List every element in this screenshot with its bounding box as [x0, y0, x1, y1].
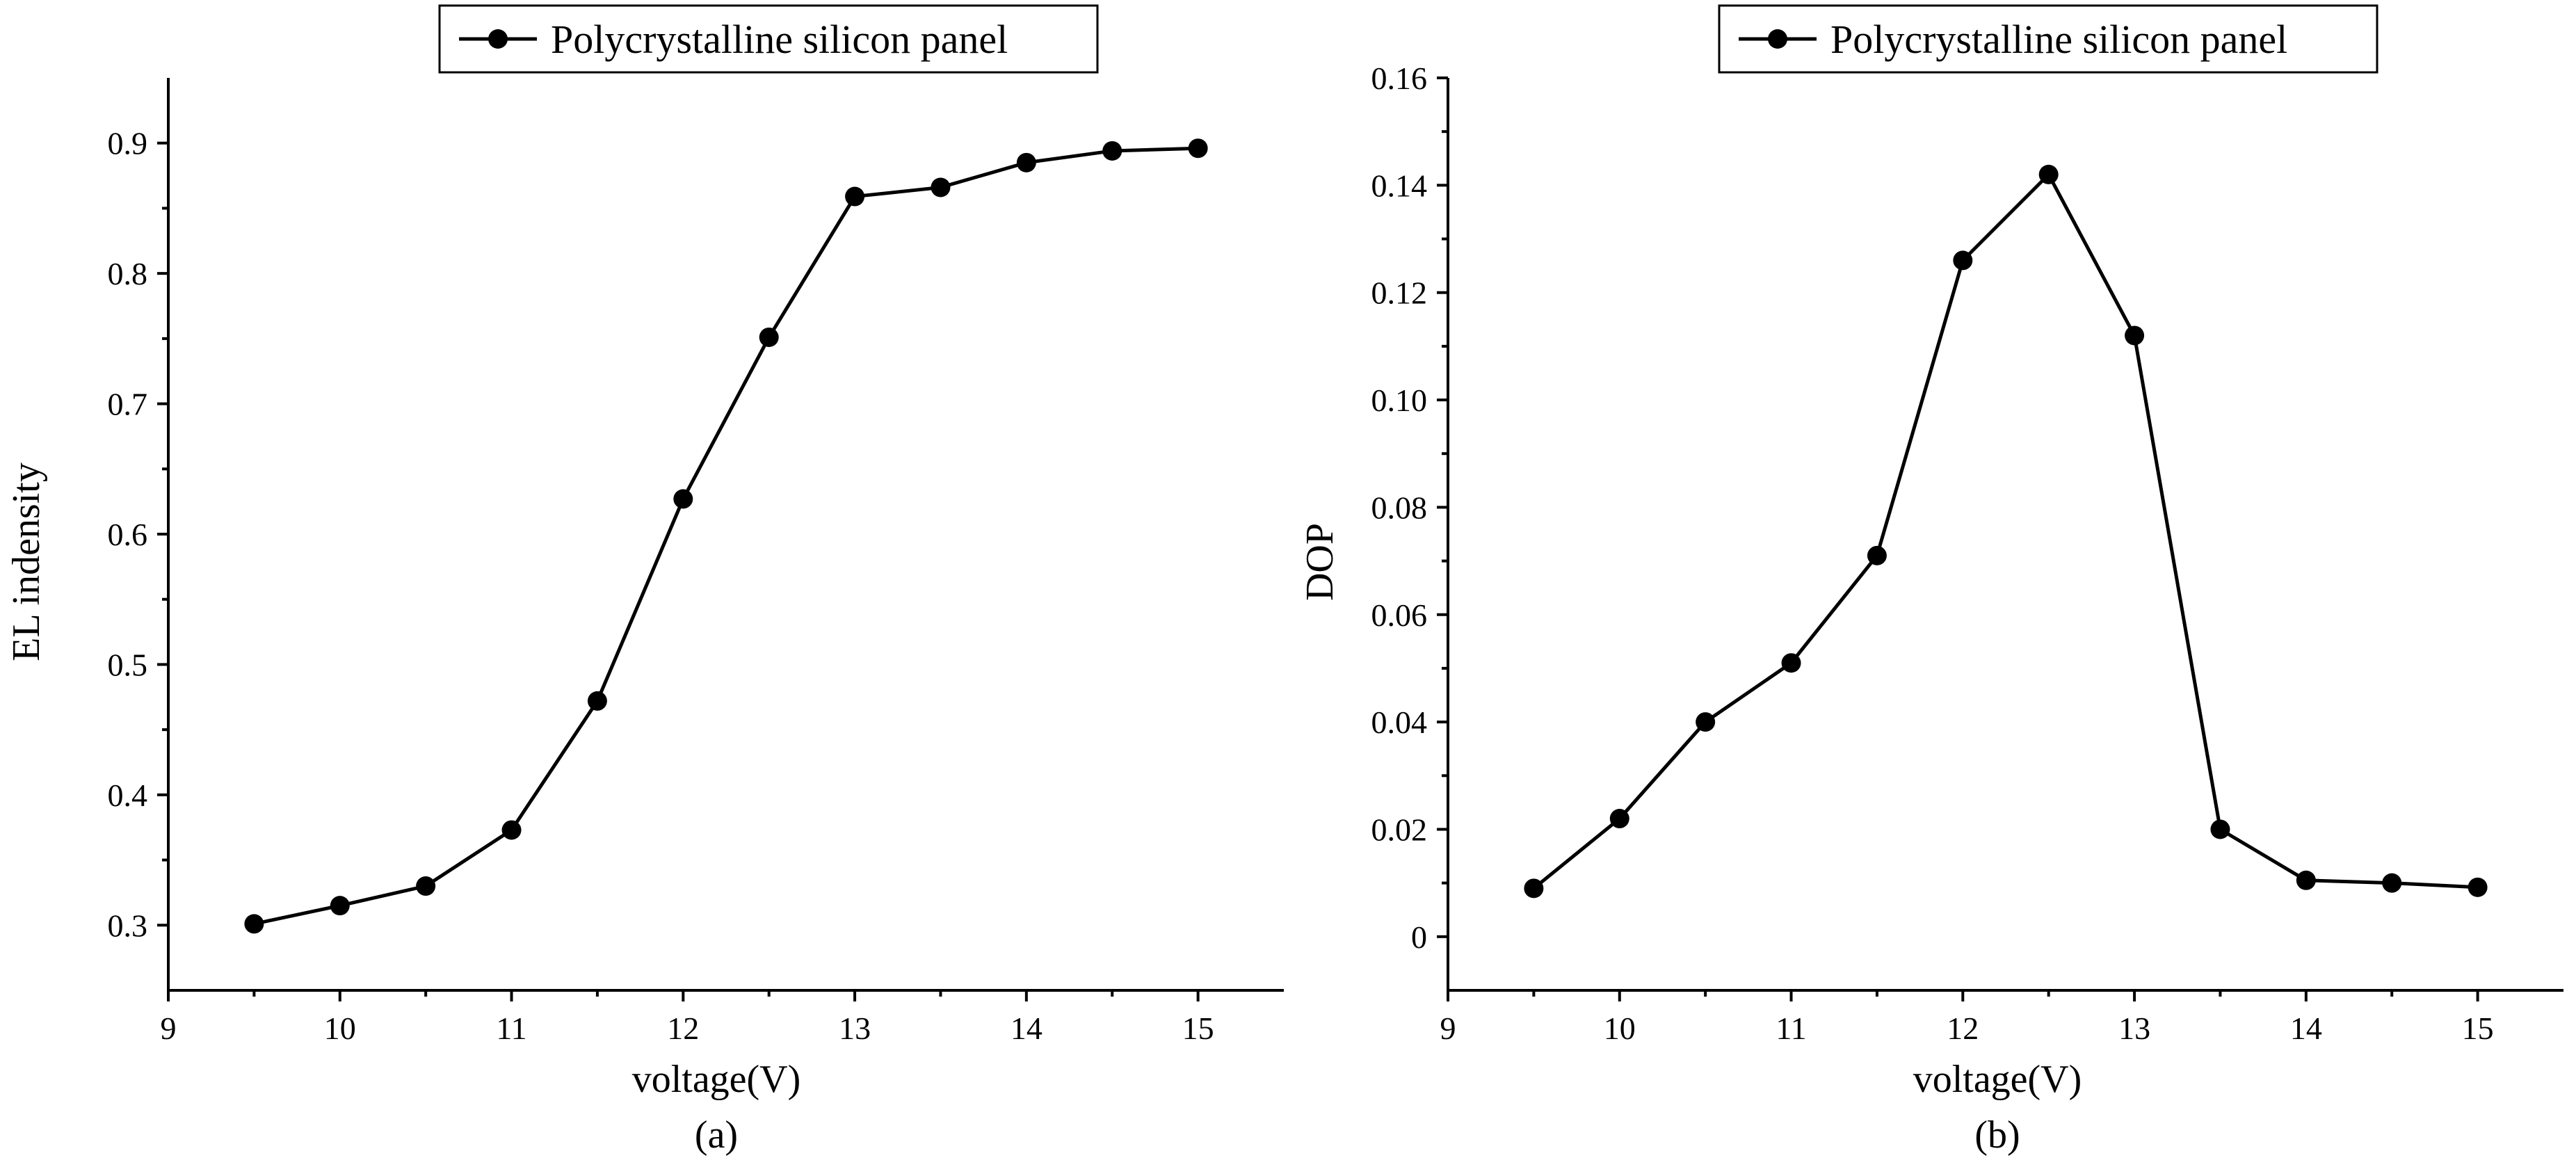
x-tick-label: 9 — [161, 1011, 177, 1046]
data-point — [501, 820, 522, 840]
data-point — [1781, 653, 1801, 673]
x-axis-title: voltage(V) — [632, 1058, 801, 1101]
data-point — [931, 177, 951, 198]
data-point — [1102, 140, 1122, 161]
y-tick-label: 0.02 — [1371, 812, 1428, 847]
data-point — [2296, 870, 2316, 890]
y-tick-label: 0.3 — [108, 908, 148, 943]
y-axis-title: EL indensity — [5, 462, 48, 661]
panel-a-chart: 9 10 11 12 13 14 15 0.3 0.4 0.5 0.6 0.7 0.8 0.9 voltag… — [5, 4, 1284, 1157]
x-tick-label: 11 — [496, 1011, 526, 1046]
x-tick-label: 12 — [667, 1011, 699, 1046]
y-tick-label: 0.06 — [1371, 597, 1428, 633]
legend-marker — [1768, 29, 1787, 49]
y-tick-label: 0.6 — [108, 517, 148, 552]
data-point — [1188, 138, 1208, 159]
y-tick-label: 0.5 — [108, 647, 148, 682]
panel-caption: (b) — [1974, 1113, 2020, 1157]
x-axis-title: voltage(V) — [1913, 1058, 2082, 1101]
data-point — [244, 914, 264, 934]
data-point — [2125, 325, 2145, 346]
data-point — [1953, 250, 1973, 271]
x-tick-label: 9 — [1440, 1011, 1456, 1046]
data-point — [2038, 164, 2059, 184]
y-axis-title: DOP — [1298, 523, 1342, 601]
legend-marker — [488, 29, 508, 49]
y-tick-label: 0.9 — [108, 126, 148, 161]
x-tick-label: 10 — [324, 1011, 356, 1046]
data-point — [2468, 877, 2488, 897]
y-tick-label: 0.12 — [1371, 275, 1428, 311]
panel-caption: (a) — [695, 1113, 738, 1157]
x-tick-label: 10 — [1604, 1011, 1636, 1046]
x-tick-label: 13 — [839, 1011, 871, 1046]
y-tick-label: 0.4 — [108, 778, 148, 813]
legend-label: Polycrystalline silicon panel — [1830, 17, 2287, 62]
data-point — [2210, 819, 2230, 839]
x-tick-label: 15 — [1182, 1011, 1214, 1046]
series-line — [1532, 171, 2478, 890]
x-tick-label: 11 — [1776, 1011, 1806, 1046]
data-point — [673, 489, 693, 509]
x-tick-label: 13 — [2118, 1011, 2150, 1046]
panel-b-chart: 9 10 11 12 13 14 15 0 0.02 0.04 0.06 0.08 0.10 0.12 0.… — [1298, 4, 2563, 1157]
data-point — [1696, 712, 1716, 732]
legend-box — [438, 4, 1099, 74]
y-tick-label: 0.16 — [1371, 61, 1428, 96]
data-point — [845, 186, 865, 207]
x-tick-label: 12 — [1947, 1011, 1979, 1046]
data-point — [587, 691, 607, 711]
data-point — [1016, 152, 1036, 172]
y-tick-label: 0.14 — [1371, 168, 1428, 203]
data-point — [2382, 873, 2402, 893]
data-point — [1524, 878, 1544, 899]
x-tick-label: 15 — [2462, 1011, 2494, 1046]
legend-label: Polycrystalline silicon panel — [551, 17, 1008, 62]
y-tick-label: 0.7 — [108, 387, 148, 422]
data-point — [759, 327, 779, 347]
data-point — [416, 876, 436, 896]
y-tick-label: 0.8 — [108, 256, 148, 291]
x-tick-label: 14 — [1011, 1011, 1043, 1046]
series-line — [253, 146, 1198, 926]
data-point — [1609, 809, 1629, 829]
x-tick-label: 14 — [2290, 1011, 2322, 1046]
data-point — [330, 896, 350, 916]
y-tick-label: 0.08 — [1371, 490, 1428, 525]
y-tick-label: 0.04 — [1371, 705, 1428, 740]
y-tick-label: 0 — [1411, 919, 1427, 955]
data-point — [1867, 545, 1887, 565]
legend-box — [1718, 4, 2378, 74]
y-tick-label: 0.10 — [1371, 383, 1428, 418]
